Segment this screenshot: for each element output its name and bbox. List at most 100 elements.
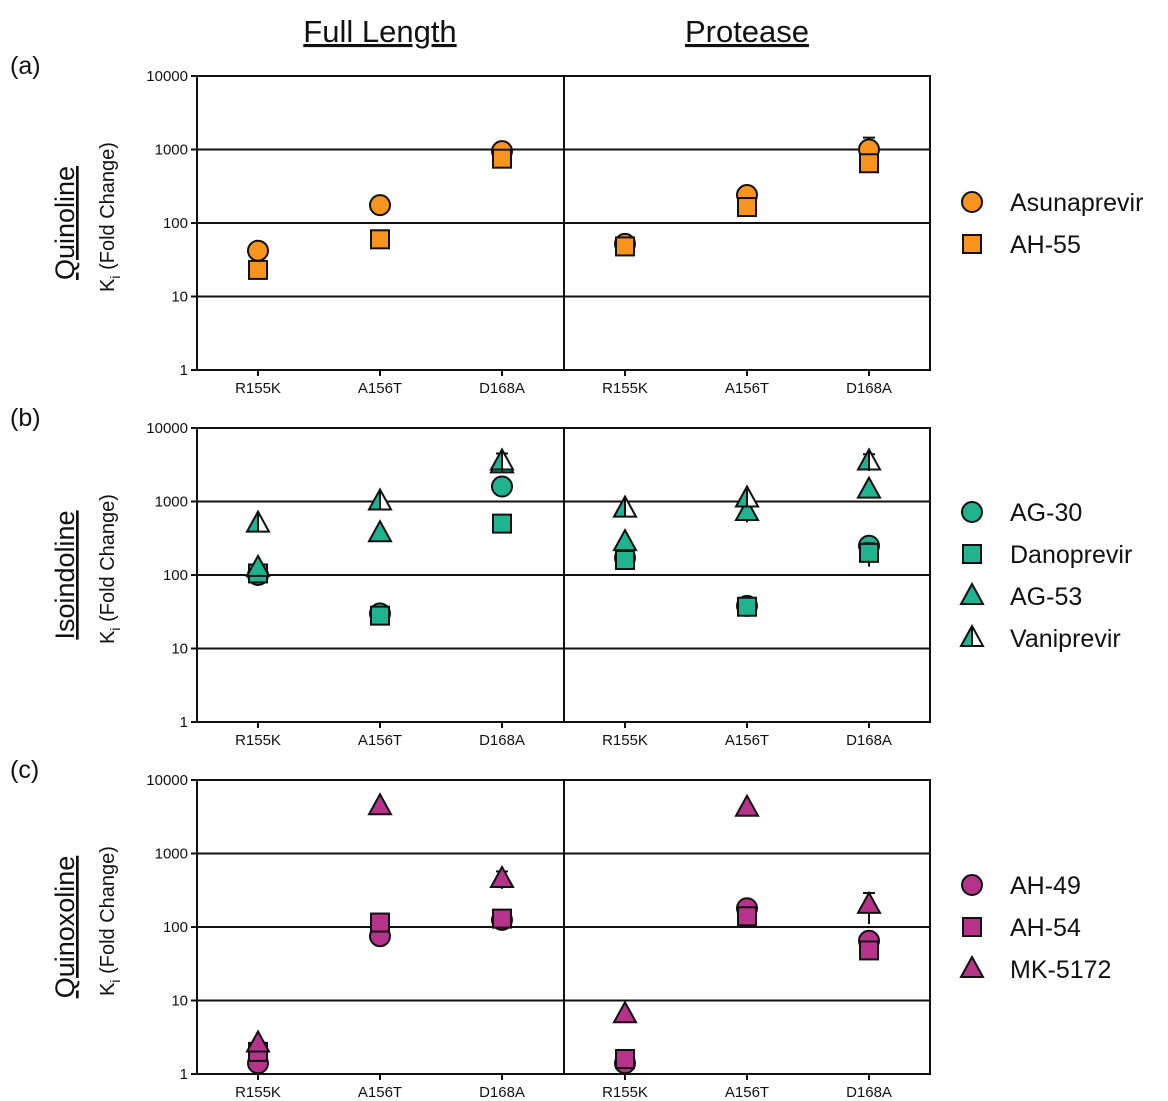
y-tick-label: 1000 — [155, 494, 188, 511]
x-tick-label: A156T — [725, 380, 769, 397]
data-point-vaniprevir — [489, 447, 515, 471]
x-tick-label: R155K — [602, 732, 648, 749]
x-tick-label: D168A — [846, 732, 892, 749]
y-tick-label: 10 — [171, 289, 188, 306]
data-point-ah-55 — [492, 148, 512, 169]
legend-item: AG-53 — [959, 581, 1082, 611]
legend-marker — [962, 544, 982, 564]
data-point-danoprevir — [615, 549, 635, 570]
data-point-ag-53 — [734, 497, 760, 521]
data-point-danoprevir — [737, 596, 757, 617]
data-point-ah-55 — [370, 229, 390, 250]
y-axis-label-k: K — [97, 278, 119, 292]
data-point-ah-55 — [248, 259, 268, 280]
y-tick-label: 1000 — [155, 142, 188, 159]
legend-marker — [962, 234, 982, 254]
y-tick-label: 10 — [171, 993, 188, 1010]
x-tick-label: A156T — [358, 380, 402, 397]
data-point-ag-30 — [491, 475, 513, 498]
data-point-danoprevir — [370, 605, 390, 626]
legend-item: Vaniprevir — [959, 623, 1121, 653]
y-tick-label: 100 — [163, 215, 188, 232]
row-title: Isoindoline — [50, 510, 80, 639]
y-tick-label: 10 — [171, 641, 188, 658]
y-tick-label: 10000 — [146, 68, 188, 85]
data-point-ah-54 — [615, 1048, 635, 1069]
y-tick-label: 1 — [180, 362, 188, 379]
data-point-ah-54 — [370, 912, 390, 933]
x-tick-label: R155K — [235, 380, 281, 397]
row-title: Quinoxoline — [50, 856, 80, 999]
data-point-mk-5172 — [245, 1029, 271, 1053]
y-axis-label: Ki (Fold Change) — [97, 142, 123, 292]
panel-2: (c) Quinoxoline Ki (Fold Change) 1 10 100 1000… — [10, 756, 1111, 1101]
data-point-vaniprevir — [612, 494, 638, 518]
legend-marker — [961, 191, 983, 213]
x-tick-label: R155K — [602, 1084, 648, 1101]
column-title-protease: Protease — [685, 14, 809, 49]
legend-label: Danoprevir — [1010, 541, 1132, 569]
legend-marker — [959, 581, 985, 605]
y-axis-label: Ki (Fold Change) — [97, 494, 123, 644]
data-point-mk-5172 — [367, 792, 393, 816]
data-point-asunaprevir — [247, 239, 269, 262]
y-tick-label: 10000 — [146, 420, 188, 437]
y-tick-label: 100 — [163, 567, 188, 584]
data-point-danoprevir — [492, 513, 512, 534]
data-point-ag-53 — [612, 528, 638, 552]
data-point-mk-5172 — [734, 793, 760, 817]
y-axis-label-rest: (Fold Change) — [97, 142, 119, 275]
row-title: Quinoline — [50, 166, 80, 280]
legend-marker — [962, 917, 982, 937]
data-point-asunaprevir — [369, 194, 391, 217]
legend-label: AG-30 — [1010, 499, 1082, 527]
panel-label: (b) — [10, 404, 41, 432]
legend-marker — [959, 954, 985, 978]
x-tick-label: R155K — [235, 732, 281, 749]
legend-item: Danoprevir — [962, 541, 1132, 569]
x-tick-label: D168A — [846, 1084, 892, 1101]
x-tick-label: A156T — [725, 732, 769, 749]
data-point-ag-53 — [367, 519, 393, 543]
data-point-ah-55 — [859, 153, 879, 174]
legend-item: AH-55 — [962, 231, 1081, 259]
y-tick-label: 100 — [163, 919, 188, 936]
data-point-ah-54 — [492, 908, 512, 929]
x-tick-label: D168A — [479, 380, 525, 397]
x-tick-label: R155K — [235, 1084, 281, 1101]
y-tick-label: 1 — [180, 714, 188, 731]
data-point-vaniprevir — [734, 484, 760, 508]
data-point-ag-53 — [856, 475, 882, 499]
legend-label: Vaniprevir — [1010, 625, 1121, 653]
x-tick-label: A156T — [358, 1084, 402, 1101]
legend-label: Asunaprevir — [1010, 189, 1143, 217]
y-axis-label: Ki (Fold Change) — [97, 846, 123, 996]
legend-label: MK-5172 — [1010, 956, 1111, 984]
y-axis-label-rest: (Fold Change) — [97, 846, 119, 979]
y-axis-label-k: K — [97, 630, 119, 644]
panel-label: (c) — [10, 756, 39, 784]
legend-item: AH-54 — [962, 914, 1081, 942]
legend-label: AH-49 — [1010, 872, 1081, 900]
y-axis-label-subscript: i — [107, 979, 123, 982]
data-point-danoprevir — [859, 542, 879, 563]
y-tick-label: 1000 — [155, 846, 188, 863]
x-tick-label: A156T — [725, 1084, 769, 1101]
x-tick-label: D168A — [846, 380, 892, 397]
legend-marker — [961, 874, 983, 896]
x-tick-label: R155K — [602, 380, 648, 397]
column-title-full-length: Full Length — [303, 14, 456, 49]
legend-marker — [959, 623, 985, 647]
legend-marker — [961, 501, 983, 523]
y-axis-label-k: K — [97, 982, 119, 996]
legend-item: AH-49 — [961, 872, 1081, 900]
legend-item: MK-5172 — [959, 954, 1111, 984]
data-point-ah-55 — [615, 236, 635, 257]
data-point-mk-5172 — [489, 864, 515, 888]
data-point-ah-54 — [737, 906, 757, 927]
data-point-ag-53 — [245, 553, 271, 577]
legend-item: AG-30 — [961, 499, 1082, 527]
legend-label: AH-54 — [1010, 914, 1081, 942]
panel-0: (a) Quinoline Ki (Fold Change) 1 10 100 1000 10… — [10, 52, 1143, 397]
y-axis-label-subscript: i — [107, 275, 123, 278]
